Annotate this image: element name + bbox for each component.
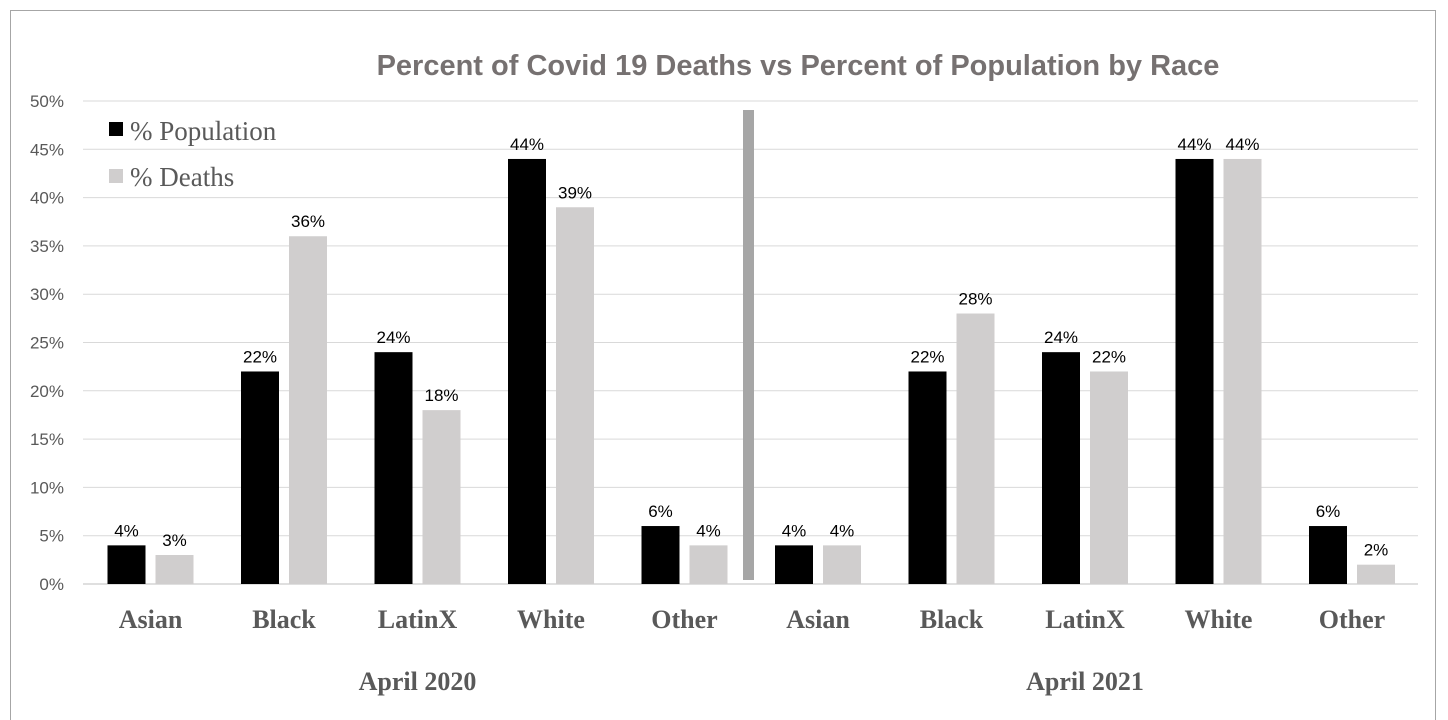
category-label: Other bbox=[651, 605, 717, 634]
data-label: 18% bbox=[424, 386, 458, 405]
bar-deaths bbox=[1090, 371, 1128, 584]
data-label: 22% bbox=[1092, 347, 1126, 366]
category-label: Black bbox=[252, 605, 316, 634]
y-tick-label: 20% bbox=[30, 382, 64, 401]
bar-deaths bbox=[956, 313, 995, 584]
legend-swatch-population bbox=[109, 122, 123, 136]
data-label: 24% bbox=[376, 328, 410, 347]
data-label: 22% bbox=[910, 347, 944, 366]
bar-deaths bbox=[1357, 564, 1395, 584]
category-label: Asian bbox=[786, 605, 850, 634]
group-label: April 2021 bbox=[1026, 667, 1144, 696]
y-axis-ticks: 0% 5% 10% 15% 20% 25% 30% 35% 40% 45% 50% bbox=[30, 92, 64, 594]
legend-swatch-deaths bbox=[109, 169, 123, 183]
data-label: 39% bbox=[558, 183, 592, 202]
bar-population bbox=[1175, 158, 1214, 584]
data-label: 28% bbox=[958, 290, 992, 309]
data-label: 4% bbox=[830, 521, 855, 540]
y-tick-label: 25% bbox=[30, 334, 64, 353]
category-labels: Asian Black LatinX White Other Asian Black Lati… bbox=[119, 605, 1386, 634]
bar-population bbox=[1042, 352, 1080, 584]
legend: % Population % Deaths bbox=[109, 116, 277, 192]
chart-frame bbox=[10, 10, 1436, 720]
period-divider bbox=[743, 110, 754, 580]
y-tick-label: 40% bbox=[30, 189, 64, 208]
data-label: 44% bbox=[1177, 135, 1211, 154]
category-label: White bbox=[1185, 605, 1253, 634]
bar-population bbox=[641, 526, 680, 584]
category-label: Asian bbox=[119, 605, 183, 634]
bar-deaths bbox=[823, 545, 861, 584]
bar-population bbox=[1309, 526, 1347, 584]
category-label: Other bbox=[1319, 605, 1385, 634]
data-label: 24% bbox=[1044, 328, 1078, 347]
bar-deaths bbox=[1223, 158, 1262, 584]
bars bbox=[107, 158, 1395, 585]
y-tick-label: 5% bbox=[39, 527, 64, 546]
y-tick-label: 10% bbox=[30, 478, 64, 497]
bar-population bbox=[908, 371, 947, 584]
bar-population bbox=[508, 158, 546, 584]
category-label: Black bbox=[920, 605, 984, 634]
data-label: 36% bbox=[291, 212, 325, 231]
legend-label-population: % Population bbox=[130, 116, 277, 146]
data-label: 4% bbox=[696, 521, 721, 540]
data-label: 2% bbox=[1364, 541, 1389, 560]
bar-deaths bbox=[422, 410, 461, 584]
y-tick-label: 45% bbox=[30, 140, 64, 159]
bar-population bbox=[241, 371, 279, 584]
legend-label-deaths: % Deaths bbox=[130, 162, 234, 192]
bar-deaths bbox=[556, 207, 594, 584]
bar-deaths bbox=[155, 555, 194, 584]
y-tick-label: 0% bbox=[39, 575, 64, 594]
bar-deaths bbox=[689, 545, 728, 584]
y-tick-label: 35% bbox=[30, 237, 64, 256]
y-tick-label: 30% bbox=[30, 285, 64, 304]
data-label: 6% bbox=[648, 502, 673, 521]
data-label: 4% bbox=[782, 521, 807, 540]
y-tick-label: 50% bbox=[30, 92, 64, 111]
data-label: 3% bbox=[162, 531, 187, 550]
group-labels: April 2020 April 2021 bbox=[359, 667, 1144, 696]
category-label: LatinX bbox=[378, 605, 458, 634]
category-label: White bbox=[517, 605, 585, 634]
bar-population bbox=[374, 352, 413, 584]
chart-title: Percent of Covid 19 Deaths vs Percent of… bbox=[377, 50, 1220, 82]
data-label: 4% bbox=[114, 521, 139, 540]
data-label: 44% bbox=[1225, 135, 1259, 154]
data-label: 6% bbox=[1316, 502, 1341, 521]
bar-deaths bbox=[289, 236, 327, 585]
bar-population bbox=[107, 545, 146, 584]
data-labels: 4% 3% 22% 36% 24% 18% 44% 39% 6% 4% 4% 4% 22% 28% 24% 2… bbox=[114, 135, 1388, 560]
bar-population bbox=[775, 545, 813, 584]
category-label: LatinX bbox=[1045, 605, 1125, 634]
y-tick-label: 15% bbox=[30, 430, 64, 449]
group-label: April 2020 bbox=[359, 667, 477, 696]
data-label: 22% bbox=[243, 347, 277, 366]
data-label: 44% bbox=[510, 135, 544, 154]
